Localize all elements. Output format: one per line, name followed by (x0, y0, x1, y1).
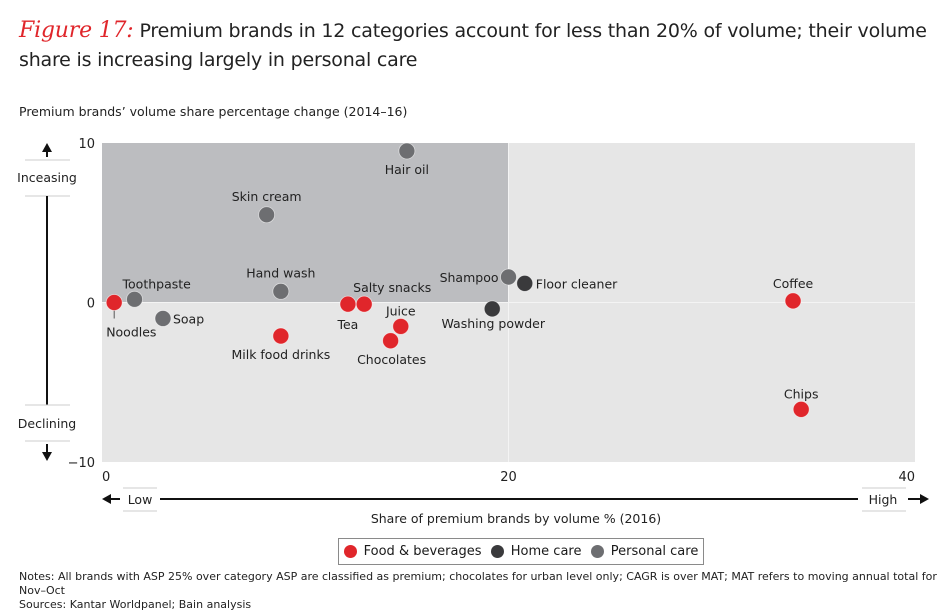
data-label: Skin cream (232, 189, 302, 204)
data-point-tea (339, 295, 357, 313)
legend-item-personal-care: Personal care (590, 544, 699, 559)
data-label: Floor cleaner (536, 276, 618, 291)
legend-dot-icon (343, 545, 357, 558)
x-axis-title: Share of premium brands by volume % (201… (371, 511, 661, 526)
data-point-hair-oil (398, 142, 416, 160)
data-label: Coffee (773, 276, 814, 291)
sources-text: Sources: Kantar Worldpanel; Bain analysi… (19, 598, 252, 611)
data-point-noodles (105, 294, 123, 311)
x-tick-label: 40 (898, 470, 915, 485)
data-point-milk-food-drinks (272, 327, 290, 345)
legend-item-home-care: Home care (490, 544, 582, 559)
x-direction-axis: Low High Share of premium brands by volu… (102, 487, 929, 526)
data-point-soap (154, 310, 172, 327)
data-point-juice (392, 318, 410, 335)
notes-text: Notes: All brands with ASP 25% over cate… (19, 570, 937, 597)
x-low-label: Low (128, 492, 153, 507)
data-points (105, 142, 810, 418)
x-high-label: High (869, 492, 898, 507)
data-point-skin-cream (258, 206, 276, 224)
legend-label: Food & beverages (363, 544, 482, 559)
data-point-chips (792, 400, 810, 418)
data-point-salty-snacks (355, 295, 373, 313)
data-point-shampoo (500, 268, 517, 286)
data-point-toothpaste (126, 290, 143, 308)
data-label: Tea (336, 317, 358, 332)
y-direction-axis: Inceasing Declining (17, 143, 77, 461)
data-label: Chocolates (357, 352, 426, 367)
y-tick-label: −10 (68, 456, 95, 471)
legend-dot-icon (590, 545, 604, 558)
figure-title: Figure 17: Premium brands in 12 categorie… (19, 16, 944, 75)
y-tick-label: 10 (78, 137, 95, 152)
legend-label: Home care (510, 544, 582, 559)
arrow-right-icon (920, 494, 929, 504)
footnotes: Notes: All brands with ASP 25% over cate… (19, 570, 950, 612)
y-declining-label: Declining (18, 416, 76, 431)
data-label: Milk food drinks (231, 347, 330, 362)
figure-label: Figure 17: (19, 18, 134, 43)
arrow-down-icon (42, 452, 52, 461)
legend-label: Personal care (610, 544, 699, 559)
data-point-chocolates (382, 332, 400, 350)
x-tick-label: 0 (102, 470, 110, 485)
arrow-up-icon (42, 143, 52, 152)
chart-legend: Food & beverages Home care Personal care (338, 538, 704, 565)
y-tick-label: 0 (87, 297, 95, 312)
data-label: Chips (784, 386, 819, 401)
highlight-region (102, 143, 509, 303)
x-tick-label: 20 (500, 470, 517, 485)
arrow-left-icon (102, 494, 111, 504)
data-label: Salty snacks (353, 280, 431, 295)
figure-title-text: Premium brands in 12 categories account … (19, 20, 927, 71)
data-label: Washing powder (441, 316, 545, 331)
data-label: Toothpaste (122, 276, 192, 291)
data-point-hand-wash (272, 282, 290, 300)
data-label: Shampoo (440, 270, 499, 285)
legend-dot-icon (490, 545, 504, 558)
y-increasing-label: Inceasing (17, 170, 77, 185)
data-point-washing-powder (483, 300, 501, 318)
data-point-coffee (784, 292, 802, 310)
data-labels: Noodles Milk food drinks Tea Salty snacks Ju… (106, 162, 818, 401)
chart-subtitle: Premium brands’ volume share percentage … (19, 104, 408, 119)
data-label: Juice (385, 303, 416, 318)
legend-item-food-beverages: Food & beverages (343, 544, 482, 559)
data-label: Noodles (106, 325, 156, 340)
data-label: Soap (173, 311, 204, 326)
data-point-floor-cleaner (516, 274, 534, 292)
data-label: Hair oil (385, 162, 429, 177)
data-label: Hand wash (246, 265, 315, 280)
